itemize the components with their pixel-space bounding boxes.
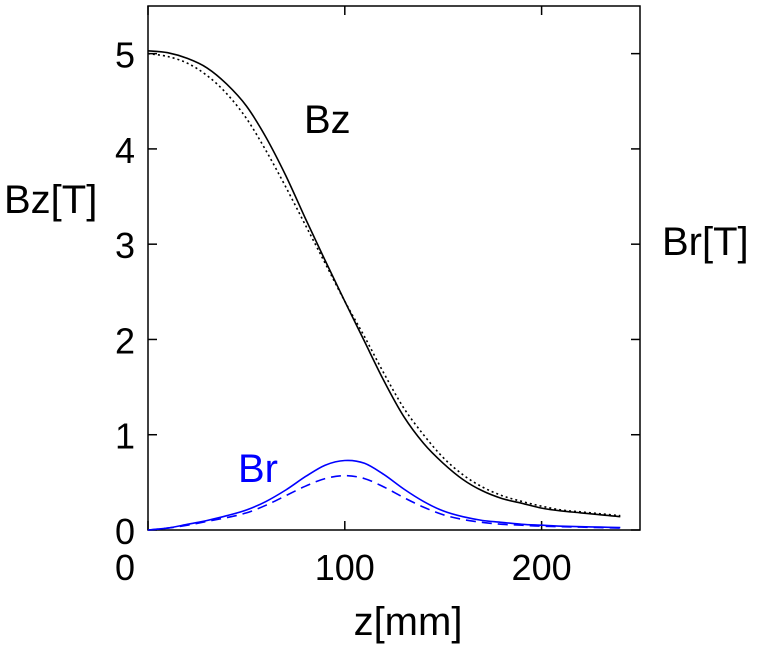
series-group [147, 50, 621, 531]
x-tick-label: 100 [315, 547, 375, 588]
y-axis-label-right: Br[T] [662, 220, 749, 264]
y-tick-label: 4 [115, 130, 135, 171]
y-tick-label: 0 [115, 511, 135, 552]
y-axis-label-left: Bz[T] [4, 178, 97, 222]
br-solid-line [147, 459, 621, 531]
br-annotation: Br [238, 447, 278, 491]
bz-solid-line [147, 50, 621, 518]
y-tick-label: 2 [115, 320, 135, 361]
plot-frame [147, 5, 641, 531]
axis-ticks: 0 1 2 3 4 5 0 100 200 [115, 6, 640, 588]
x-axis-label: z[mm] [354, 600, 463, 644]
y-tick-label: 1 [115, 416, 135, 457]
x-tick-label: 0 [115, 547, 135, 588]
br-dashed-line [147, 474, 621, 531]
bz-dotted-line [147, 52, 621, 517]
x-tick-label: 200 [512, 547, 572, 588]
y-tick-label: 3 [115, 225, 135, 266]
y-tick-label: 5 [115, 35, 135, 76]
bz-annotation: Bz [304, 98, 351, 142]
